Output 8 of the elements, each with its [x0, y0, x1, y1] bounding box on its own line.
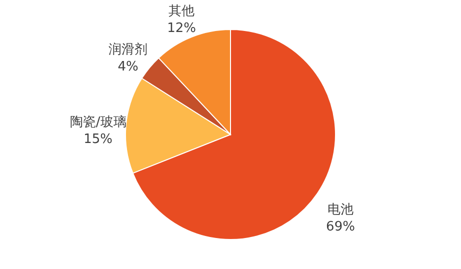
slice-label: 其他	[168, 4, 195, 19]
slice-label: 电池	[328, 202, 354, 218]
data-label: 12%	[167, 20, 196, 36]
slice-label: 陶瓷/玻璃	[70, 114, 126, 130]
slice-label: 润滑剂	[108, 42, 148, 58]
data-label: 15%	[84, 132, 113, 147]
data-label: 4%	[118, 60, 138, 75]
data-label: 69%	[326, 219, 355, 234]
